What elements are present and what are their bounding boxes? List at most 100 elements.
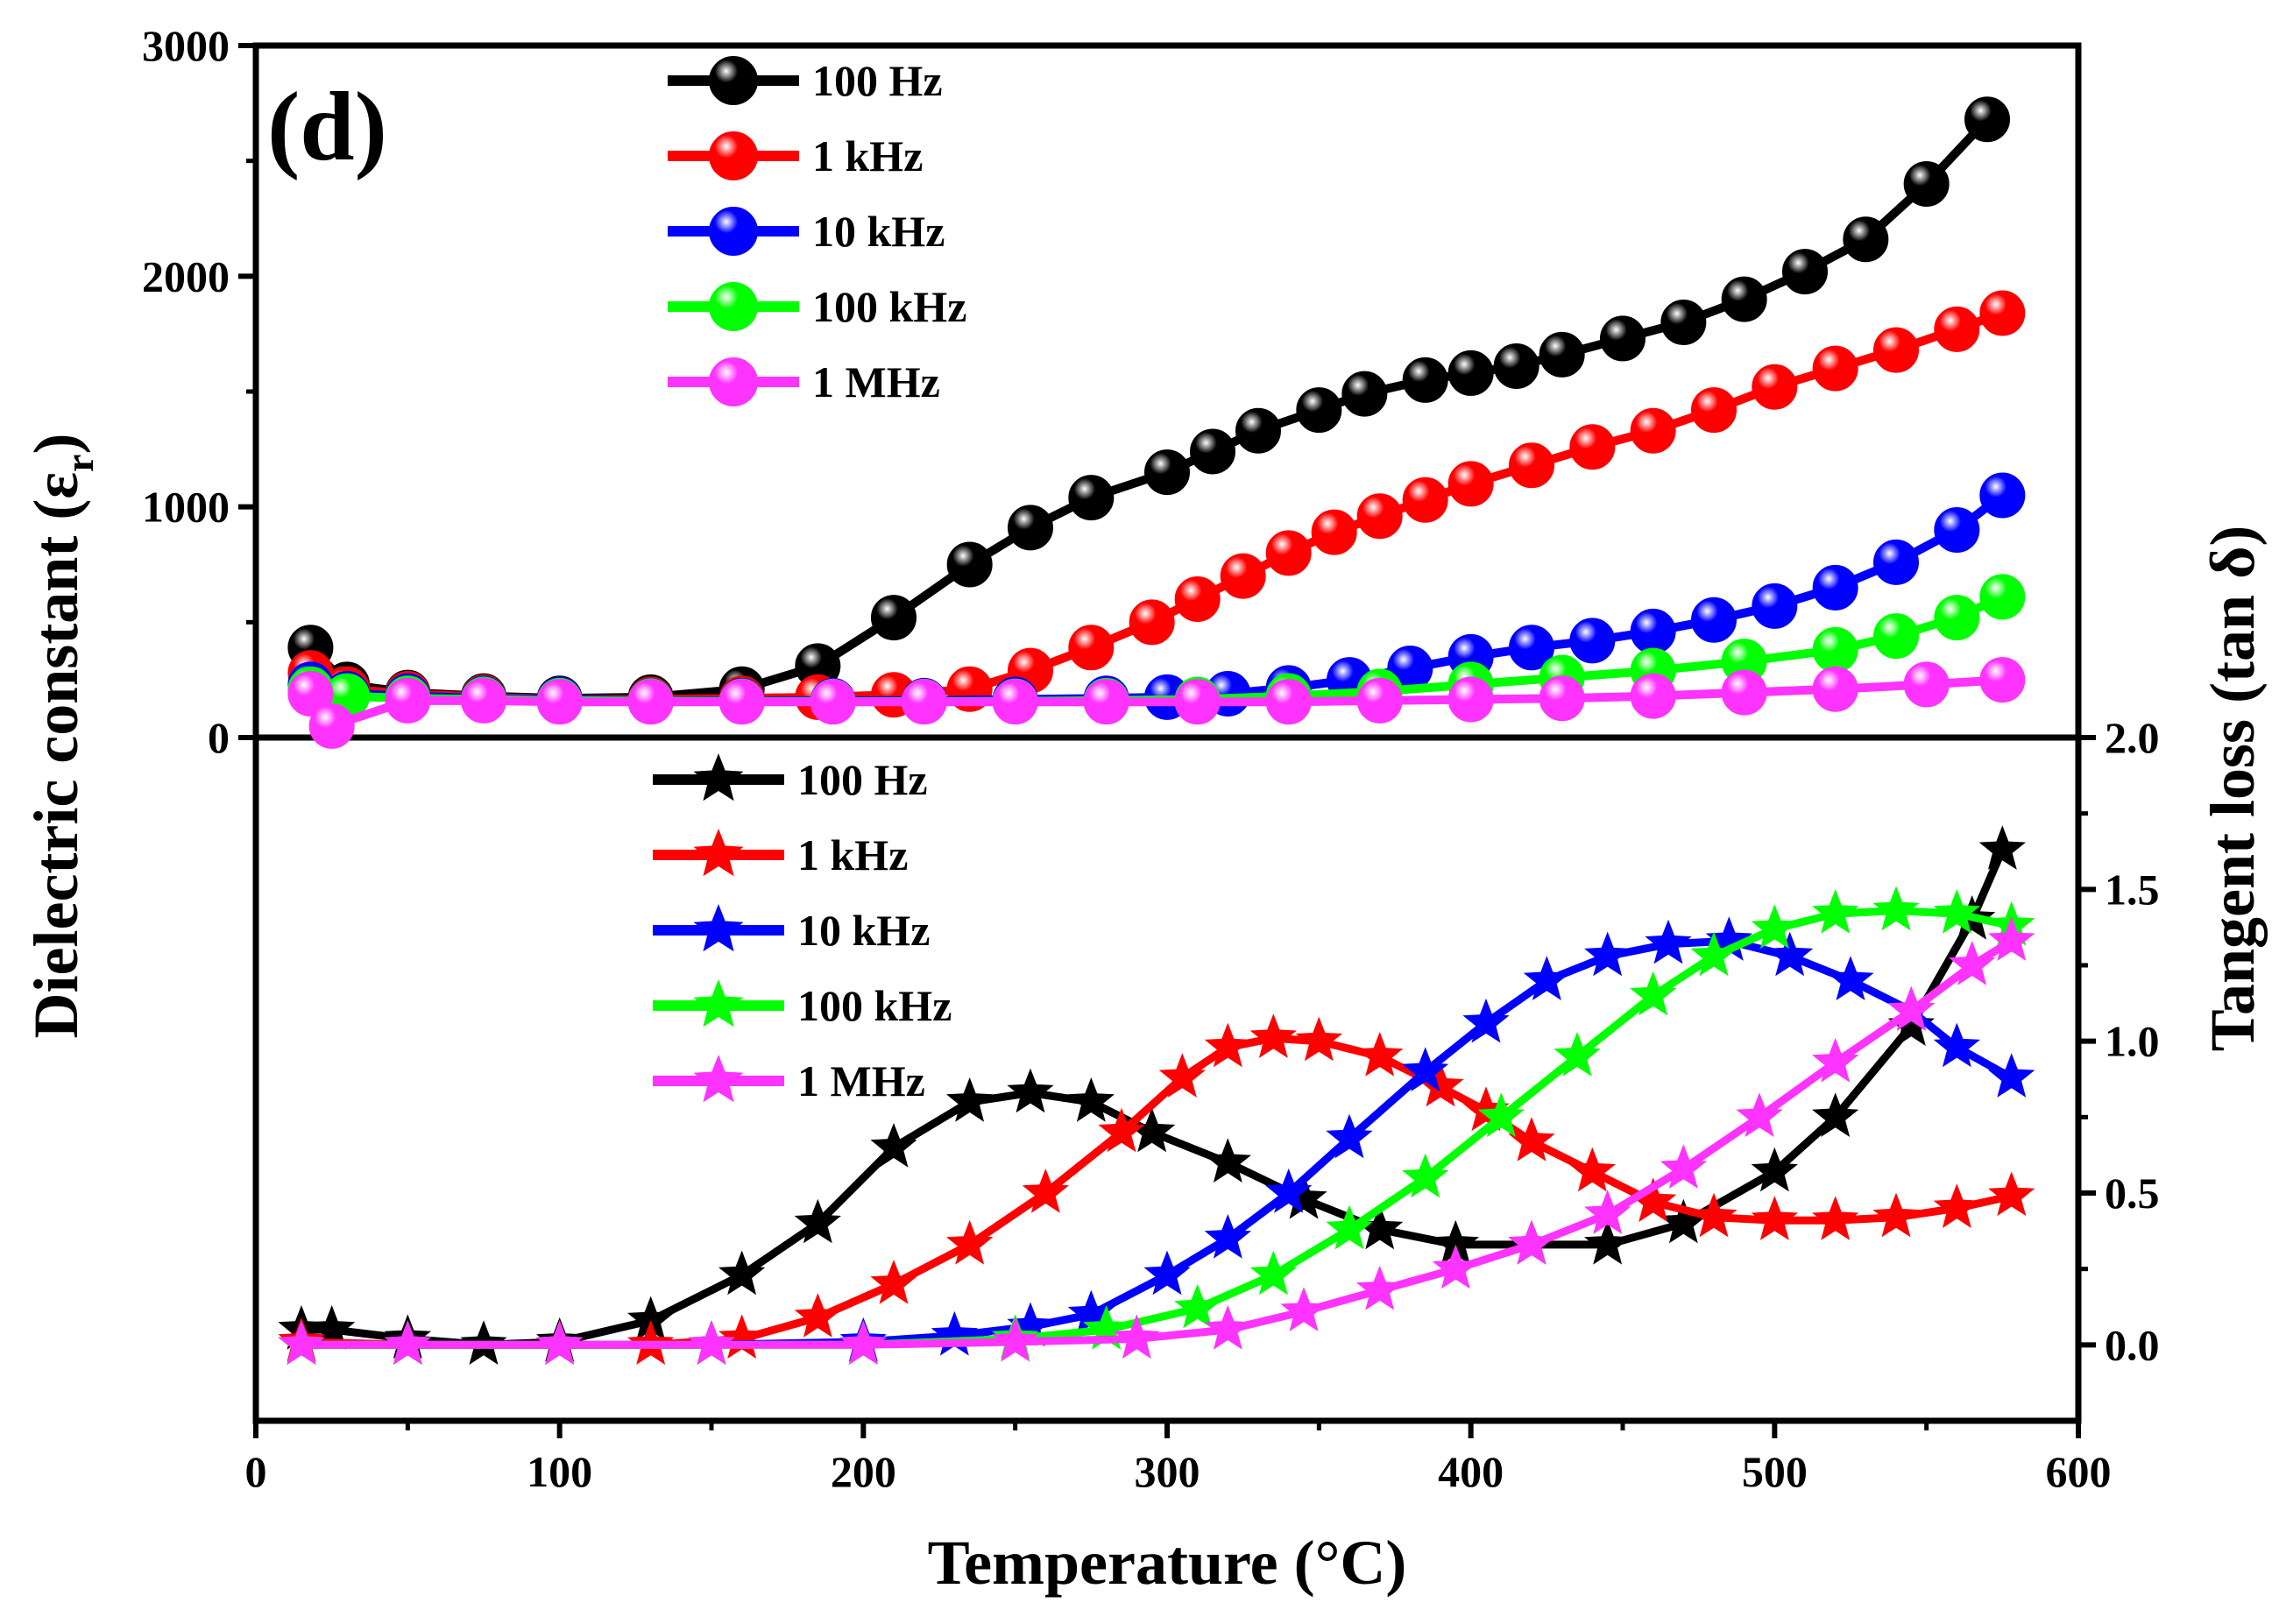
data-point-1-khz [1220, 553, 1266, 599]
data-point-100-hz [1144, 449, 1190, 496]
legend-label: 10 kHz [797, 906, 930, 955]
data-point-100-hz [946, 1077, 994, 1122]
data-point-100-hz [870, 1123, 917, 1168]
legend-item-1-mhz: 1 MHz [653, 1055, 925, 1105]
data-point-1-khz [1311, 509, 1357, 555]
data-point-100-hz [946, 541, 993, 588]
data-point-100-khz [1630, 971, 1677, 1016]
data-point-10-khz [1462, 998, 1510, 1043]
left-y-tick-label: 3000 [142, 21, 230, 70]
data-point-100-khz [1933, 889, 1980, 934]
data-point-100-khz [1174, 1283, 1221, 1329]
data-point-1-mhz [1721, 669, 1767, 716]
data-point-100-hz [1843, 216, 1889, 263]
left-y-axis-title: Dielectric constant (εr) [21, 434, 102, 1039]
left-y-axis-title-main: Dielectric constant (ε [21, 472, 91, 1039]
data-point-100-hz [1067, 1077, 1115, 1122]
data-point-10-khz [1873, 539, 1919, 585]
data-point-1-khz [1356, 1032, 1404, 1077]
series-line-1-khz [301, 1034, 2013, 1349]
data-point-100-hz [1447, 350, 1494, 396]
data-point-1-khz [1447, 461, 1494, 507]
data-point-1-mhz [1280, 1287, 1327, 1331]
data-point-1-mhz [1812, 666, 1858, 712]
data-point-1-khz [1812, 345, 1858, 392]
data-point-10-khz [1645, 919, 1692, 964]
data-point-100-hz [1964, 96, 2010, 143]
data-point-1-mhz [810, 679, 856, 725]
data-point-10-khz [1812, 564, 1858, 611]
legend-item-100-khz: 100 kHz [653, 979, 952, 1030]
data-point-1-khz [718, 1314, 766, 1359]
x-axis-title: Temperature (°C) [928, 1528, 1407, 1598]
left-y-axis-title-close: ) [21, 434, 91, 455]
data-point-10-khz [1509, 625, 1554, 671]
data-point-1-khz [1417, 1062, 1464, 1107]
data-point-100-hz [1007, 1068, 1054, 1113]
data-point-1-mhz [1508, 1219, 1555, 1265]
data-point-10-khz [1705, 916, 1752, 961]
left-y-tick-label: 1000 [142, 483, 230, 532]
data-point-1-mhz [1887, 986, 1935, 1031]
legend-marker-star [693, 753, 744, 801]
data-point-1-khz [1569, 424, 1616, 470]
data-point-1-khz [1812, 1196, 1859, 1240]
right-y-axis-ticks: 0.0 0.5 1.0 1.5 2.0 [2078, 713, 2160, 1369]
data-point-1-mhz [308, 703, 355, 749]
data-point-10-khz [1988, 1053, 2035, 1098]
data-point-1-mhz [1083, 679, 1129, 725]
data-point-1-khz [1691, 387, 1737, 434]
right-y-tick-label: 0.0 [2105, 1320, 2160, 1369]
data-point-1-khz [1630, 1177, 1677, 1223]
left-y-tick-label: 2000 [142, 251, 230, 300]
data-point-100-khz [1326, 1204, 1373, 1250]
data-point-1-mhz [1204, 1305, 1251, 1350]
data-point-100-hz [1008, 505, 1053, 551]
data-point-10-khz [1766, 931, 1814, 977]
legend-marker-star [693, 979, 744, 1027]
data-point-100-hz [308, 1305, 356, 1350]
data-point-100-hz [1903, 161, 1950, 207]
legend-label: 1 kHz [812, 131, 923, 180]
data-point-1-khz [1295, 1016, 1342, 1062]
data-point-1-mhz [1736, 1092, 1783, 1137]
data-point-100-khz [1751, 904, 1798, 950]
legend-item-10-khz: 10 kHz [653, 904, 930, 955]
data-point-1-khz [946, 1219, 994, 1265]
data-point-10-khz [1143, 1250, 1191, 1296]
data-point-1-mhz [1812, 1037, 1859, 1083]
data-point-1-mhz [901, 679, 947, 725]
left-y-tick-label: 0 [208, 713, 230, 762]
data-point-1-mhz [839, 1320, 887, 1365]
data-point-100-hz [1660, 300, 1707, 345]
data-point-1-khz [1568, 1147, 1616, 1192]
data-point-1-khz [870, 1260, 917, 1304]
data-point-100-hz [1721, 276, 1767, 322]
data-point-100-hz [718, 1250, 766, 1296]
data-point-1-mhz [1265, 679, 1312, 725]
legend-item-1-khz: 1 kHz [668, 131, 923, 180]
data-point-10-khz [1630, 608, 1676, 654]
data-point-100-hz [1660, 1198, 1707, 1244]
data-point-1-khz [1402, 477, 1448, 523]
data-point-10-khz [1584, 931, 1631, 977]
data-point-1-khz [1752, 364, 1798, 410]
bottom-series-1-mhz [278, 916, 2035, 1365]
panel-label: (d) [267, 73, 387, 181]
data-point-100-hz [1068, 475, 1115, 521]
x-tick-label: 200 [831, 1447, 896, 1496]
right-y-axis-title: Tangent loss (tan δ) [2198, 526, 2268, 1052]
data-point-100-khz [1872, 886, 1920, 931]
data-point-1-mhz [536, 1320, 584, 1365]
data-point-100-hz [1341, 371, 1388, 417]
data-point-1-mhz [1356, 1265, 1404, 1310]
x-tick-label: 600 [2046, 1447, 2112, 1496]
data-point-1-mhz [1903, 661, 1950, 708]
legend-marker-sphere [709, 207, 758, 256]
right-y-tick-label: 0.5 [2105, 1169, 2160, 1218]
legend-marker-sphere [709, 131, 758, 180]
data-point-1-khz [1873, 327, 1919, 373]
legend-label: 1 MHz [812, 357, 940, 406]
data-point-10-khz [1979, 472, 2026, 519]
data-point-1-mhz [718, 679, 765, 725]
